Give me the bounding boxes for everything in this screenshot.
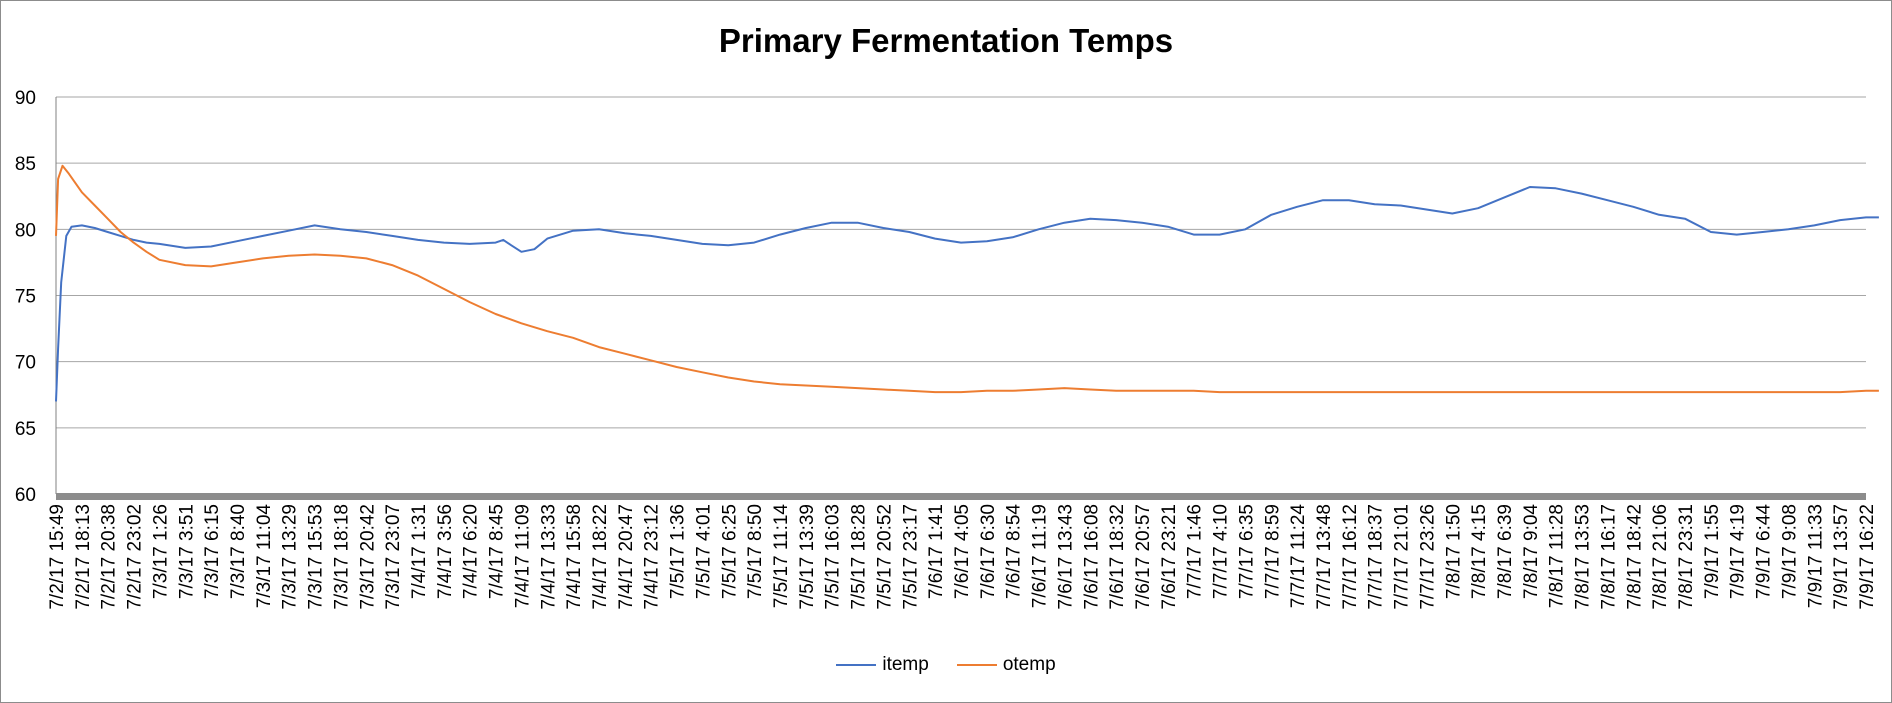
x-tick-label: 7/4/17 6:20 <box>461 504 482 599</box>
x-tick-label: 7/8/17 23:31 <box>1676 504 1697 610</box>
x-tick-label: 7/4/17 20:47 <box>616 504 637 610</box>
x-tick-label: 7/6/17 6:30 <box>978 504 999 599</box>
x-tick-label: 7/4/17 18:22 <box>590 504 611 610</box>
x-tick-label: 7/3/17 18:18 <box>331 504 352 610</box>
x-tick-label: 7/6/17 13:43 <box>1055 504 1076 610</box>
x-tick-label: 7/5/17 4:01 <box>693 504 714 599</box>
legend-label: itemp <box>882 654 929 675</box>
x-tick-label: 7/6/17 20:57 <box>1133 504 1154 610</box>
x-tick-label: 7/8/17 1:50 <box>1443 504 1464 599</box>
x-tick-label: 7/8/17 16:17 <box>1598 504 1619 610</box>
legend: itemp otemp <box>0 654 1892 676</box>
x-tick-label: 7/5/17 8:50 <box>745 504 766 599</box>
x-tick-label: 7/7/17 18:37 <box>1366 504 1387 610</box>
x-tick-label: 7/7/17 13:48 <box>1314 504 1335 610</box>
series-line-itemp <box>55 186 1879 402</box>
legend-item-itemp: itemp <box>836 654 929 676</box>
x-tick-label: 7/3/17 13:29 <box>280 504 301 610</box>
x-tick-label: 7/9/17 4:19 <box>1728 504 1749 599</box>
x-tick-label: 7/7/17 21:01 <box>1392 504 1413 610</box>
y-axis-ticks: 60 65 70 75 80 85 90 <box>15 88 36 506</box>
x-tick-label: 7/7/17 1:46 <box>1185 504 1206 599</box>
x-tick-label: 7/8/17 6:39 <box>1495 504 1516 599</box>
x-tick-label: 7/2/17 15:49 <box>47 504 68 610</box>
x-axis-ticks: 7/2/17 15:49 7/2/17 18:13 7/2/17 20:38 7/2/… <box>47 504 1878 610</box>
x-tick-label: 7/3/17 20:42 <box>357 504 378 610</box>
x-tick-label: 7/8/17 4:15 <box>1469 504 1490 599</box>
x-tick-label: 7/6/17 18:32 <box>1107 504 1128 610</box>
x-tick-label: 7/4/17 23:12 <box>642 504 663 610</box>
x-tick-label: 7/6/17 16:08 <box>1081 504 1102 610</box>
x-tick-label: 7/4/17 13:33 <box>538 504 559 610</box>
x-tick-label: 7/9/17 13:57 <box>1831 504 1852 610</box>
x-tick-label: 7/3/17 11:04 <box>254 504 275 609</box>
x-tick-label: 7/5/17 11:14 <box>771 504 792 609</box>
x-tick-label: 7/4/17 1:31 <box>409 504 430 599</box>
legend-label: otemp <box>1002 654 1056 675</box>
y-tick-label: 60 <box>15 485 36 506</box>
series-line-otemp <box>55 164 1879 394</box>
x-tick-label: 7/9/17 9:08 <box>1779 504 1800 599</box>
x-tick-label: 7/5/17 1:36 <box>668 504 689 599</box>
x-tick-label: 7/5/17 23:17 <box>900 504 921 610</box>
x-tick-label: 7/4/17 3:56 <box>435 504 456 599</box>
x-tick-label: 7/2/17 18:13 <box>73 504 94 610</box>
x-tick-label: 7/3/17 15:53 <box>306 504 327 610</box>
x-tick-label: 7/5/17 20:52 <box>874 504 895 610</box>
x-tick-label: 7/7/17 6:35 <box>1236 504 1257 599</box>
x-tick-label: 7/8/17 21:06 <box>1650 504 1671 610</box>
x-tick-label: 7/8/17 18:42 <box>1624 504 1645 610</box>
y-tick-label: 85 <box>15 154 36 175</box>
x-tick-label: 7/8/17 9:04 <box>1521 504 1542 600</box>
x-tick-label: 7/5/17 16:03 <box>823 504 844 610</box>
x-tick-label: 7/6/17 1:41 <box>926 504 947 599</box>
x-tick-label: 7/7/17 16:12 <box>1340 504 1361 610</box>
x-tick-label: 7/3/17 6:15 <box>202 504 223 599</box>
x-tick-label: 7/9/17 11:33 <box>1805 504 1826 608</box>
x-tick-label: 7/9/17 1:55 <box>1702 504 1723 599</box>
x-tick-label: 7/5/17 6:25 <box>719 504 740 599</box>
x-tick-label: 7/3/17 23:07 <box>383 504 404 610</box>
x-tick-label: 7/3/17 3:51 <box>176 504 197 599</box>
x-tick-label: 7/6/17 11:19 <box>1030 504 1051 608</box>
x-tick-label: 7/9/17 16:22 <box>1857 504 1878 610</box>
x-tick-label: 7/8/17 11:28 <box>1547 504 1568 608</box>
x-tick-label: 7/7/17 23:26 <box>1417 504 1438 610</box>
x-tick-label: 7/4/17 8:45 <box>487 504 508 599</box>
x-tick-label: 7/8/17 13:53 <box>1573 504 1594 610</box>
x-tick-label: 7/4/17 15:58 <box>564 504 585 610</box>
legend-swatch <box>836 664 877 666</box>
legend-item-otemp: otemp <box>956 654 1056 676</box>
gridlines <box>56 96 1866 429</box>
x-tick-label: 7/7/17 8:59 <box>1262 504 1283 599</box>
x-tick-label: 7/6/17 23:21 <box>1159 504 1180 610</box>
y-tick-label: 65 <box>15 419 36 440</box>
chart-title: Primary Fermentation Temps <box>718 22 1174 59</box>
x-tick-label: 7/5/17 13:39 <box>797 504 818 610</box>
y-tick-label: 90 <box>15 88 36 109</box>
y-tick-label: 80 <box>15 220 36 241</box>
series-lines <box>55 164 1879 402</box>
x-tick-label: 7/5/17 18:28 <box>849 504 870 610</box>
x-tick-label: 7/6/17 4:05 <box>952 504 973 599</box>
x-tick-label: 7/2/17 20:38 <box>99 504 120 610</box>
x-tick-label: 7/3/17 1:26 <box>150 504 171 599</box>
x-tick-label: 7/3/17 8:40 <box>228 504 249 599</box>
y-tick-label: 75 <box>15 287 36 308</box>
x-tick-label: 7/7/17 11:24 <box>1288 504 1309 609</box>
x-tick-label: 7/2/17 23:02 <box>125 504 146 610</box>
y-tick-label: 70 <box>15 353 36 374</box>
x-tick-label: 7/7/17 4:10 <box>1211 504 1232 599</box>
x-axis-bar <box>56 493 1866 500</box>
axes <box>55 97 1866 500</box>
x-tick-label: 7/9/17 6:44 <box>1754 504 1775 600</box>
x-tick-label: 7/6/17 8:54 <box>1004 504 1025 600</box>
x-tick-label: 7/4/17 11:09 <box>512 504 533 608</box>
legend-swatch <box>956 664 997 666</box>
